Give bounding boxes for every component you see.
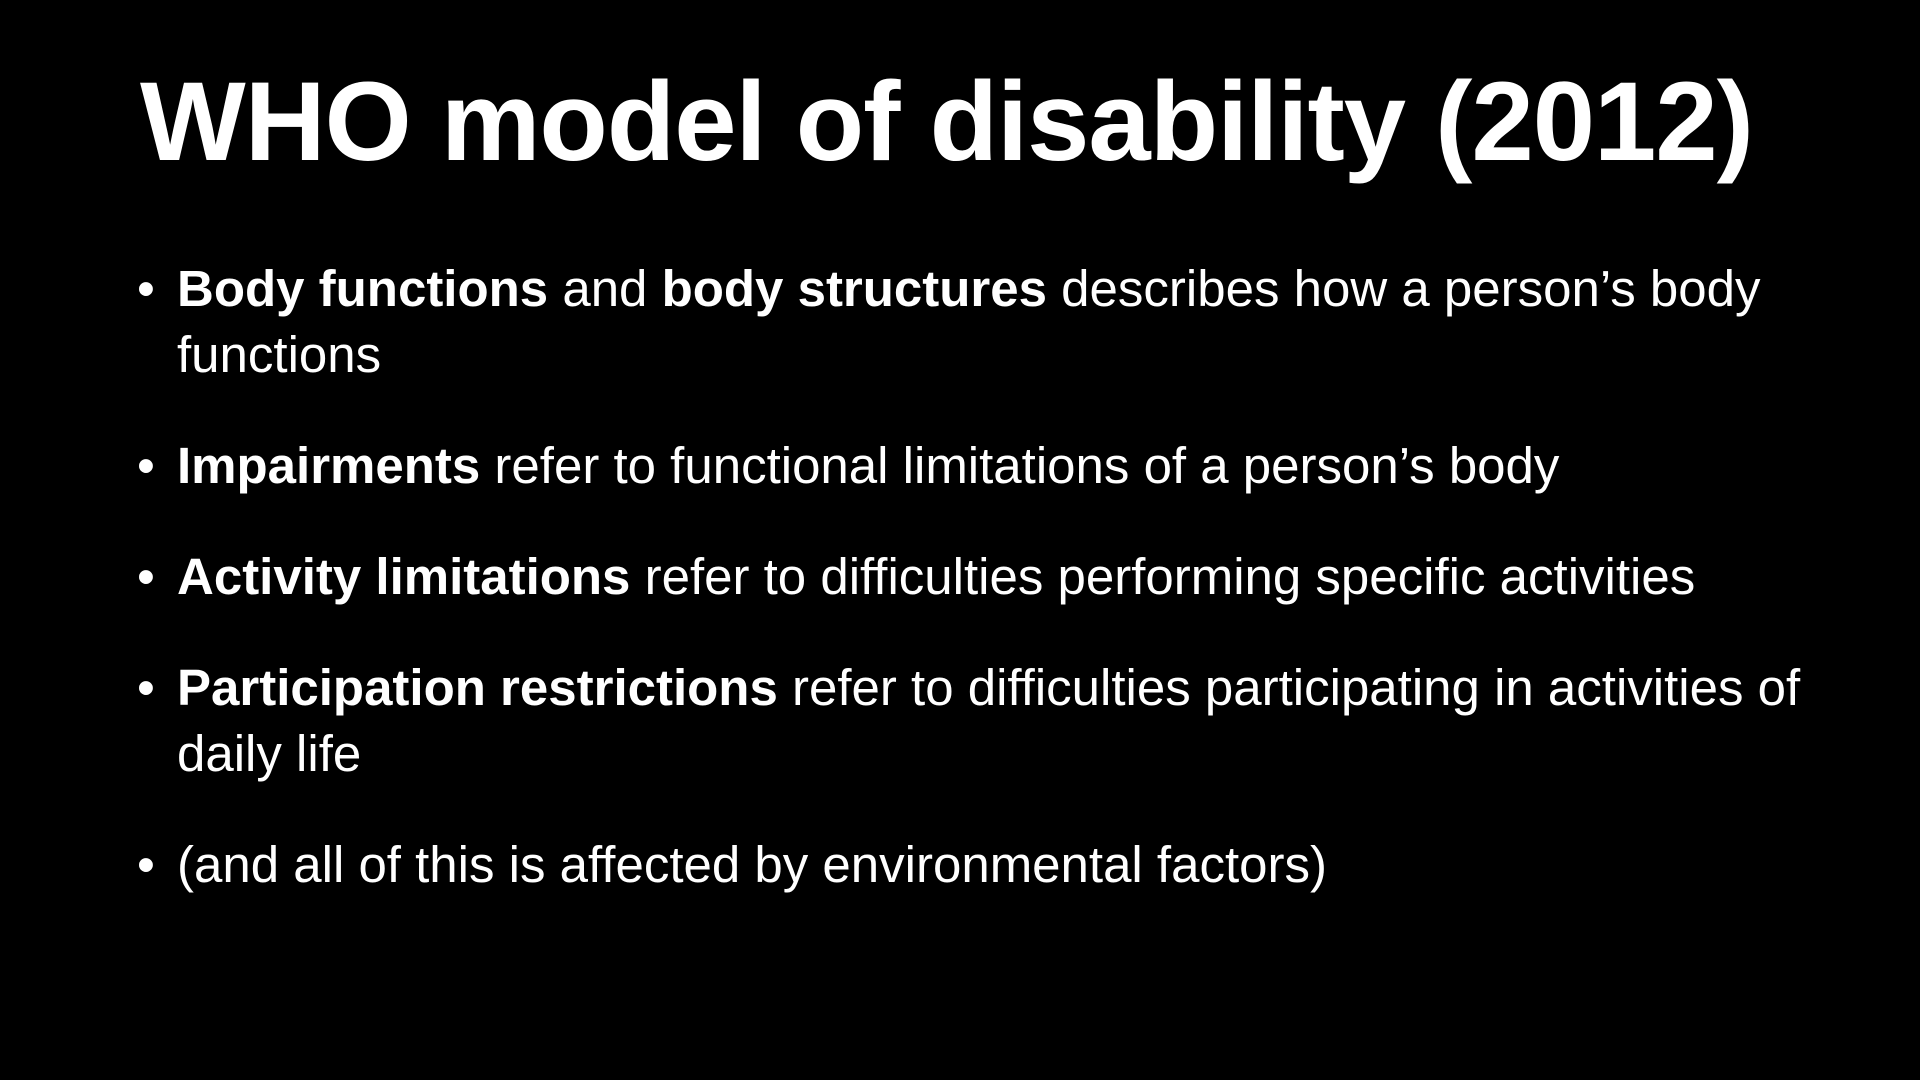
bullet-item-activity-limitations: • Activity limitations refer to difficul… <box>137 544 1837 610</box>
term-activity-limitations: Activity limitations <box>177 548 631 605</box>
bullet-dot: • <box>137 659 155 716</box>
bullet-list: • Body functions and body structures des… <box>137 256 1837 943</box>
bullet-text: (and all of this is affected by environm… <box>177 836 1327 893</box>
bullet-item-impairments: • Impairments refer to functional limita… <box>137 433 1837 499</box>
bullet-dot: • <box>137 548 155 605</box>
term-body-structures: body structures <box>661 260 1048 317</box>
bullet-item-body-functions: • Body functions and body structures des… <box>137 256 1837 388</box>
bullet-text: refer to functional limitations of a per… <box>480 437 1560 494</box>
term-participation-restrictions: Participation restrictions <box>177 659 778 716</box>
bullet-text: and <box>548 260 662 317</box>
bullet-dot: • <box>137 260 155 317</box>
bullet-dot: • <box>137 437 155 494</box>
bullet-dot: • <box>137 836 155 893</box>
term-body-functions: Body functions <box>177 260 549 317</box>
slide-title: WHO model of disability (2012) <box>140 59 1754 184</box>
bullet-item-participation-restrictions: • Participation restrictions refer to di… <box>137 655 1837 787</box>
bullet-item-environmental-factors: • (and all of this is affected by enviro… <box>137 832 1837 898</box>
bullet-text: describes how a person’s body functions <box>177 260 1761 383</box>
bullet-text: refer to difficulties performing specifi… <box>630 548 1696 605</box>
bullet-text: refer to difficulties participating in a… <box>177 659 1801 782</box>
term-impairments: Impairments <box>177 437 481 494</box>
